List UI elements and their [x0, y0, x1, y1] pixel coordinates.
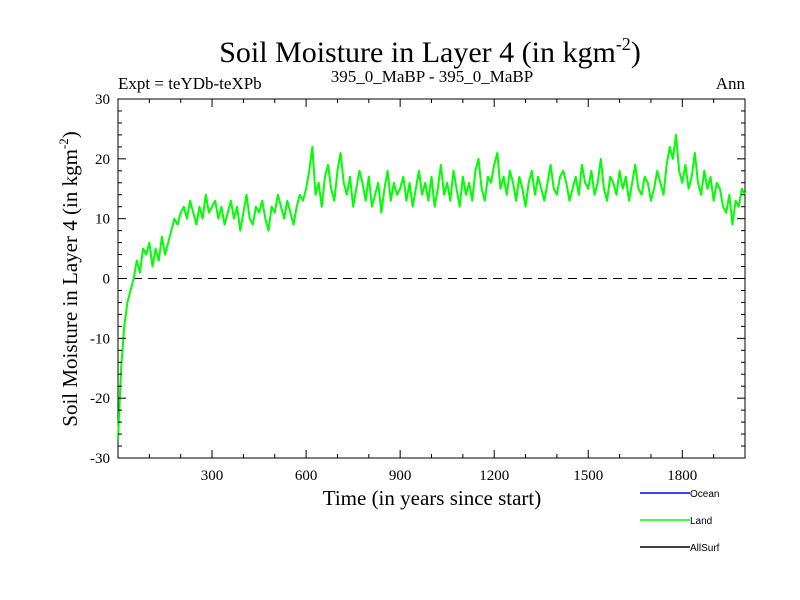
legend: Ocean Land AllSurf [640, 489, 720, 554]
y-tick-label: 20 [95, 152, 110, 168]
x-tick-label: 1200 [479, 468, 509, 484]
chart-title: Soil Moisture in Layer 4 (in kgm-2) [219, 34, 641, 69]
x-tick-label: 600 [295, 468, 318, 484]
y-tick-label: -20 [90, 391, 110, 407]
legend-label-ocean: Ocean [690, 489, 719, 500]
y-tick-label: 30 [95, 92, 110, 108]
subtitle-center: 395_0_MaBP - 395_0_MaBP [331, 67, 533, 86]
y-axis-label: Soil Moisture in Layer 4 (in kgm-2) [56, 131, 82, 426]
series-group [117, 133, 746, 441]
y-tick-label: 10 [95, 212, 110, 228]
y-tick-label: -30 [90, 451, 110, 467]
x-tick-label: 1500 [573, 468, 603, 484]
x-axis-ticks: 300 600 900 1200 1500 1800 [148, 99, 715, 484]
legend-label-land: Land [690, 516, 712, 527]
x-tick-label: 900 [389, 468, 412, 484]
x-tick-label: 300 [201, 468, 224, 484]
y-tick-label: 0 [103, 272, 111, 288]
legend-label-allsurf: AllSurf [690, 543, 720, 554]
y-tick-label: -10 [90, 331, 110, 347]
subtitle-right: Ann [716, 74, 746, 93]
series-line-land [117, 133, 746, 441]
y-axis-ticks: -30 -20 -10 0 10 20 30 [90, 92, 745, 467]
subtitle-left: Expt = teYDb-teXPb [118, 74, 262, 93]
x-tick-label: 1800 [667, 468, 697, 484]
x-axis-label: Time (in years since start) [323, 486, 542, 510]
